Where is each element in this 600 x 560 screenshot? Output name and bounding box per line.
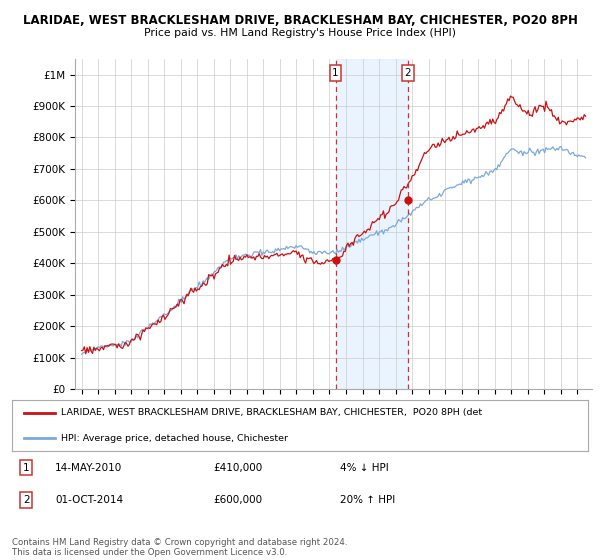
Text: 20% ↑ HPI: 20% ↑ HPI <box>340 495 395 505</box>
Bar <box>335 59 408 389</box>
Text: LARIDAE, WEST BRACKLESHAM DRIVE, BRACKLESHAM BAY, CHICHESTER,  PO20 8PH (det: LARIDAE, WEST BRACKLESHAM DRIVE, BRACKLE… <box>61 408 482 418</box>
Text: 1: 1 <box>23 463 30 473</box>
Text: 01-OCT-2014: 01-OCT-2014 <box>55 495 124 505</box>
Text: Price paid vs. HM Land Registry's House Price Index (HPI): Price paid vs. HM Land Registry's House … <box>144 28 456 38</box>
Text: LARIDAE, WEST BRACKLESHAM DRIVE, BRACKLESHAM BAY, CHICHESTER, PO20 8PH: LARIDAE, WEST BRACKLESHAM DRIVE, BRACKLE… <box>23 14 577 27</box>
Text: Contains HM Land Registry data © Crown copyright and database right 2024.
This d: Contains HM Land Registry data © Crown c… <box>12 538 347 557</box>
Text: 14-MAY-2010: 14-MAY-2010 <box>55 463 122 473</box>
Text: £410,000: £410,000 <box>214 463 263 473</box>
Text: HPI: Average price, detached house, Chichester: HPI: Average price, detached house, Chic… <box>61 433 288 443</box>
Text: 1: 1 <box>332 68 339 78</box>
Text: 2: 2 <box>23 495 30 505</box>
Text: 2: 2 <box>404 68 411 78</box>
Text: £600,000: £600,000 <box>214 495 263 505</box>
Text: 4% ↓ HPI: 4% ↓ HPI <box>340 463 389 473</box>
